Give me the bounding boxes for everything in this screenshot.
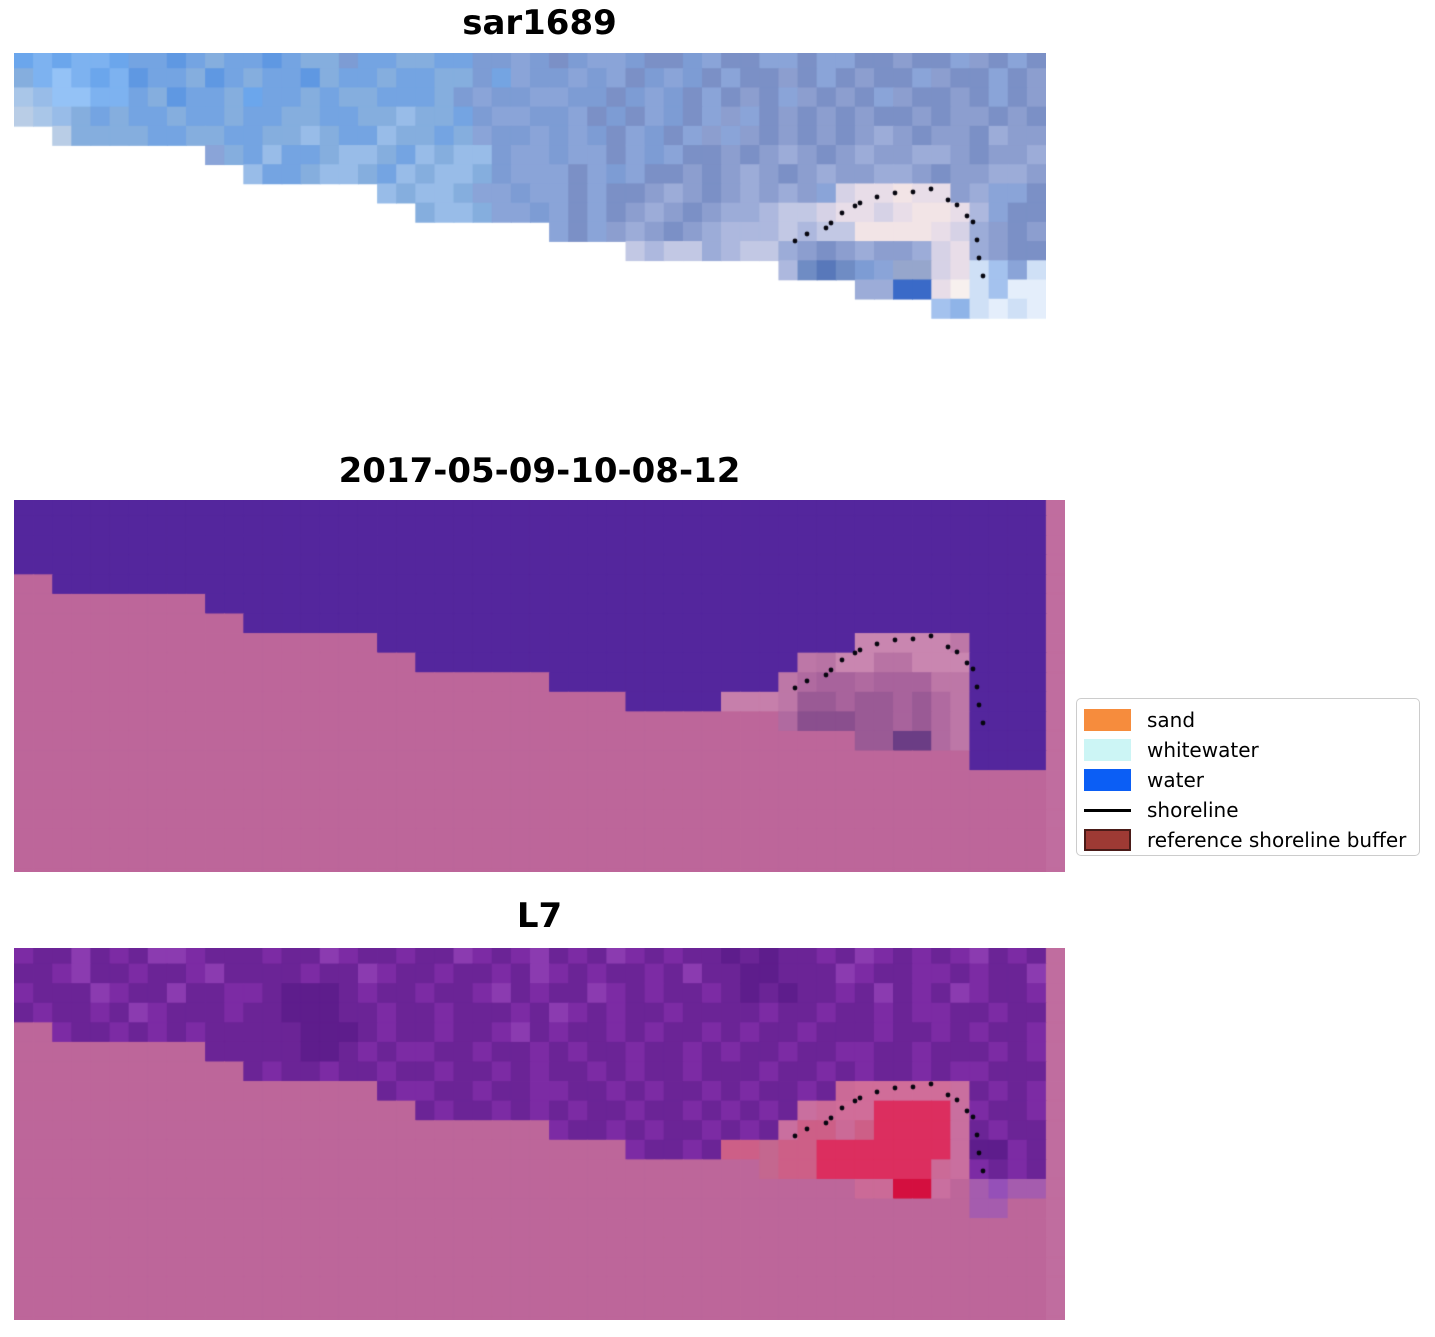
- sar-image-canvas: [14, 53, 1046, 322]
- legend: sand whitewater water shoreline reference sh…: [1076, 698, 1420, 856]
- legend-item: shoreline: [1083, 795, 1419, 825]
- legend-item: reference shoreline buffer: [1083, 825, 1419, 855]
- legend-swatch-whitewater: [1084, 739, 1131, 761]
- legend-label: sand: [1147, 708, 1196, 732]
- legend-swatch-sand: [1084, 709, 1131, 731]
- legend-swatch-reference-shoreline-buffer: [1084, 829, 1131, 851]
- legend-swatch-water: [1084, 769, 1131, 791]
- legend-item: whitewater: [1083, 735, 1419, 765]
- legend-item: water: [1083, 765, 1419, 795]
- legend-item: sand: [1083, 705, 1419, 735]
- legend-swatch-shoreline: [1084, 808, 1131, 812]
- legend-label: whitewater: [1147, 738, 1259, 762]
- classified-image-canvas: [14, 500, 1065, 872]
- panel-title-classified-date: 2017-05-09-10-08-12: [338, 451, 741, 491]
- l7-image-canvas: [14, 948, 1065, 1320]
- panel-title-l7: L7: [516, 896, 563, 936]
- legend-label: reference shoreline buffer: [1147, 828, 1407, 852]
- legend-label: water: [1147, 768, 1204, 792]
- legend-label: shoreline: [1147, 798, 1239, 822]
- panel-title-sar: sar1689: [462, 3, 617, 43]
